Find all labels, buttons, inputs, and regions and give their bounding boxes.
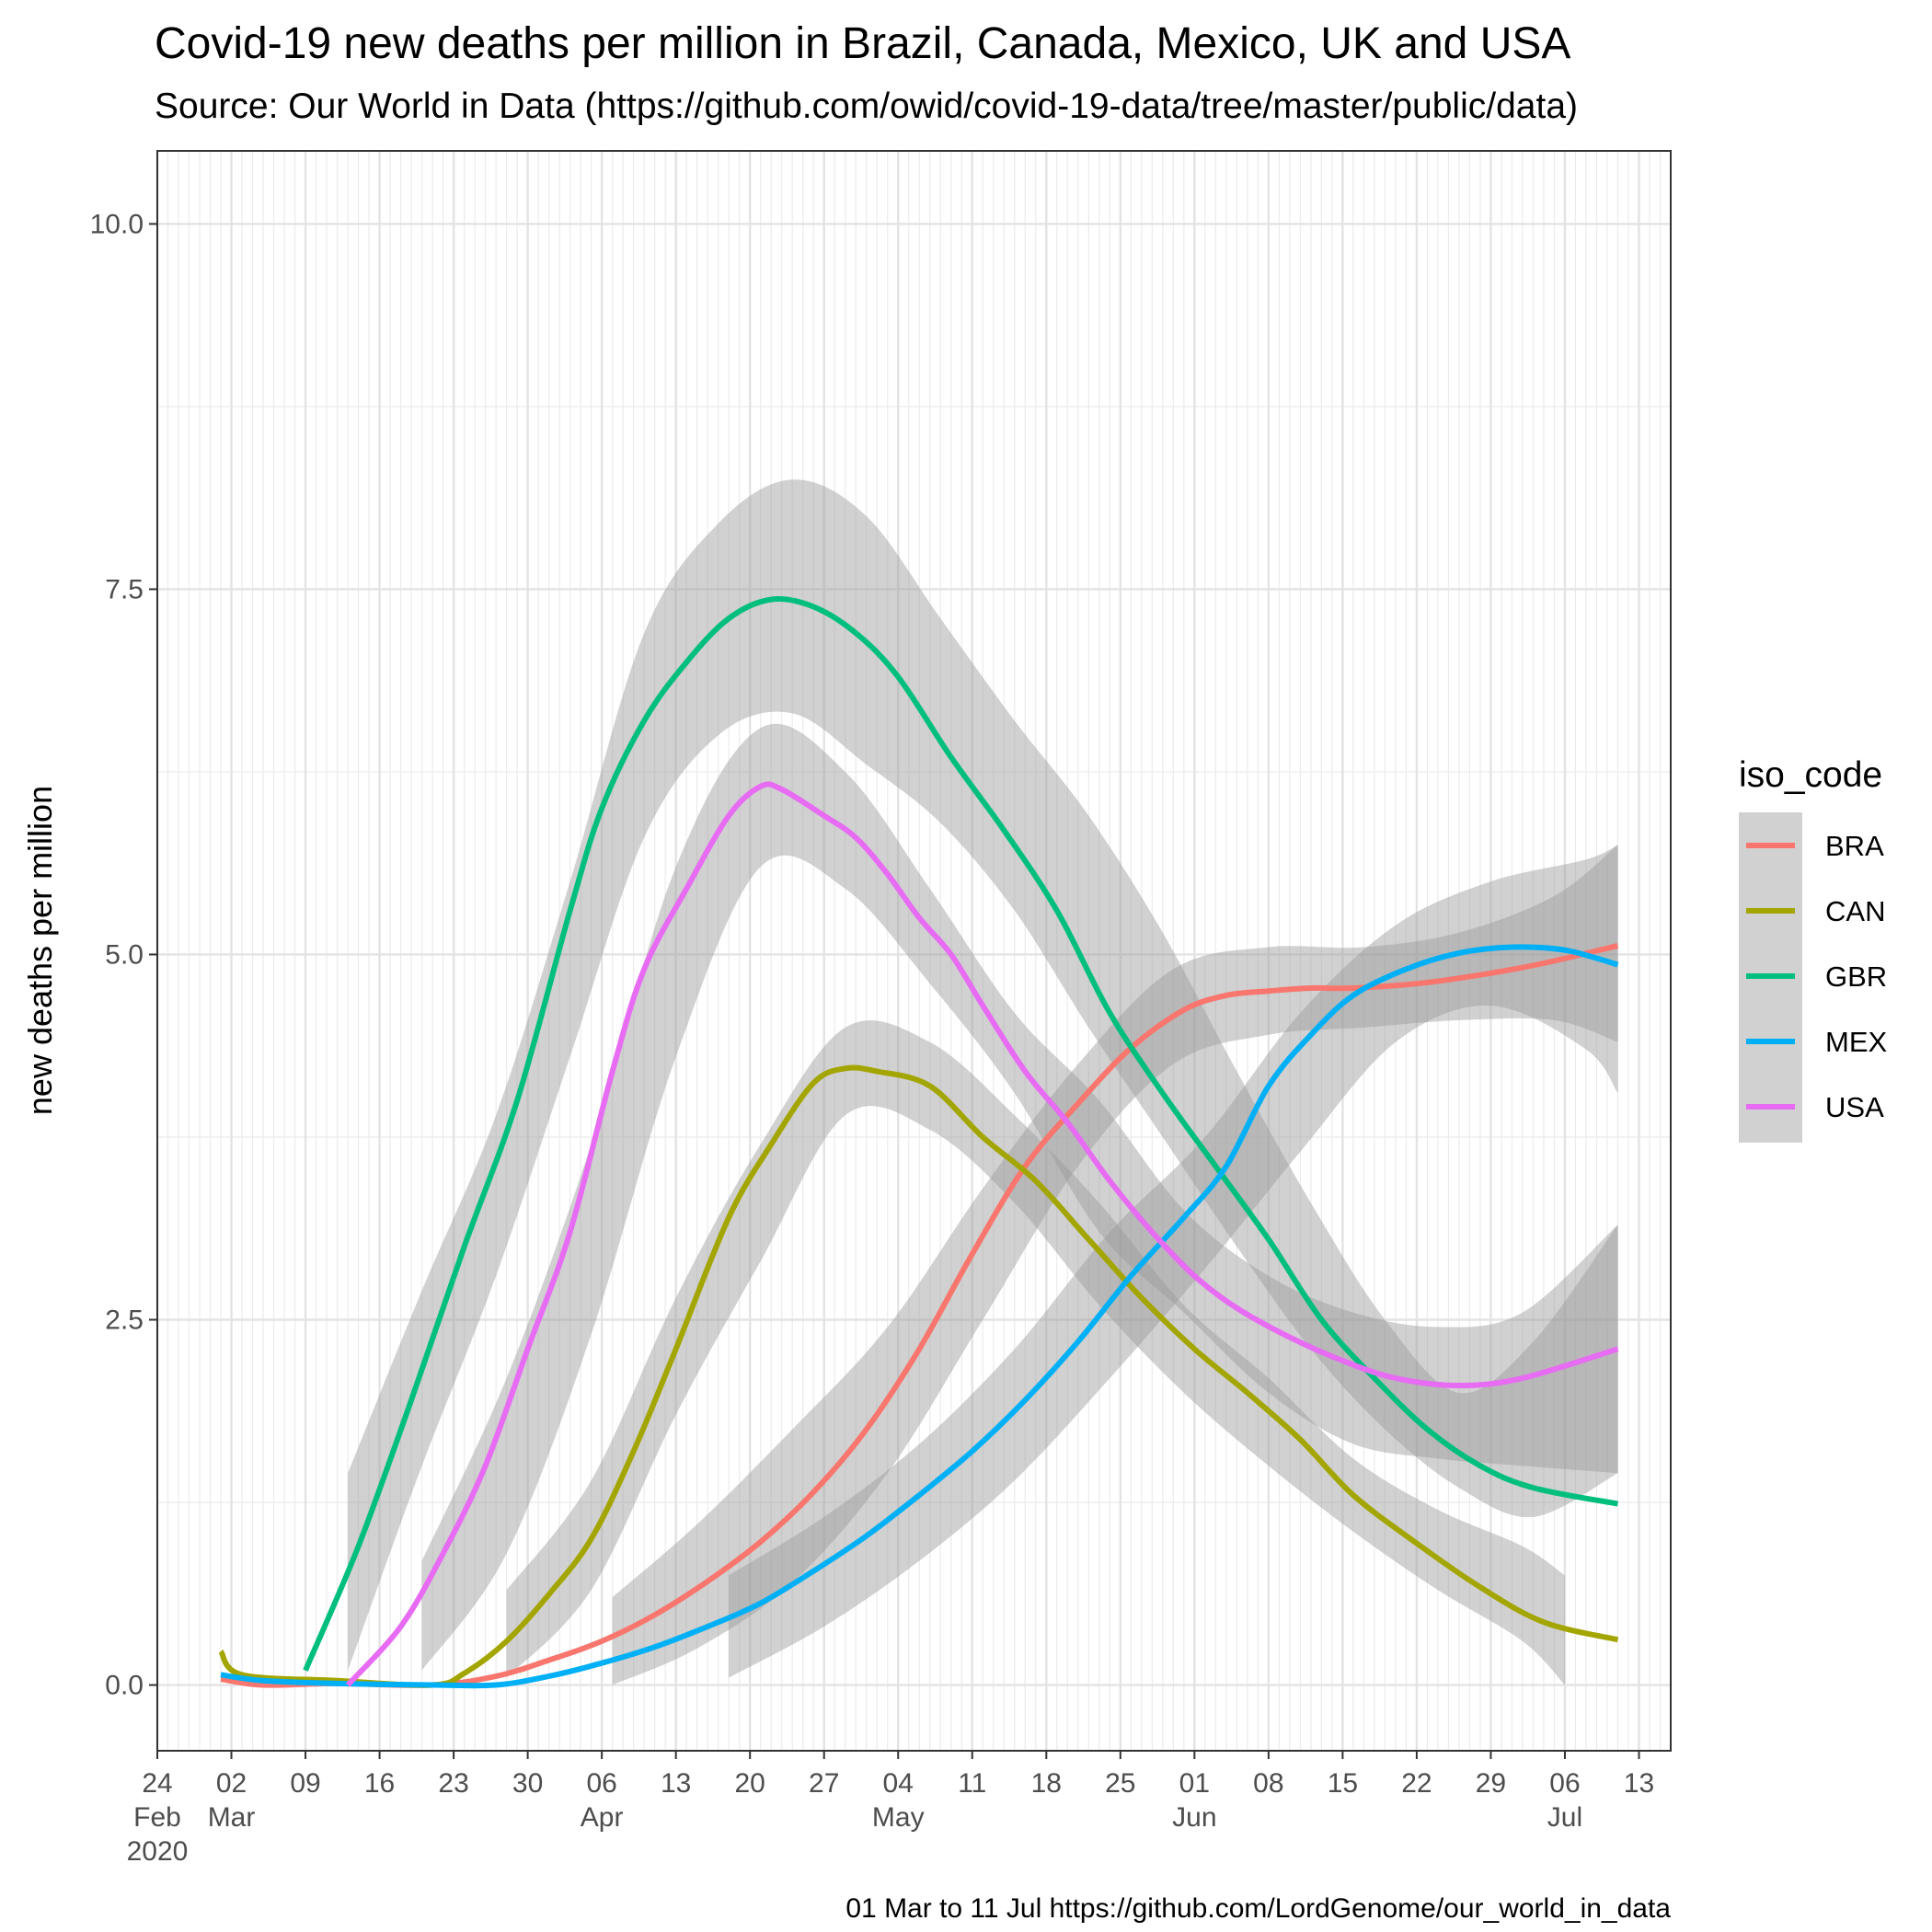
line-can [218,1064,1619,1688]
y-axis-title: new deaths per million [21,786,59,1115]
x-tick-label: 25 [1105,1768,1135,1799]
x-tick-label: 30 [512,1768,543,1799]
y-tick-label: 2.5 [105,1305,144,1336]
x-tick-label: 27 [809,1768,839,1799]
x-tick-label: Jun [1172,1802,1216,1833]
x-tick-label: Feb [133,1802,181,1833]
x-tick-label: 06 [586,1768,616,1799]
line-gbr [303,596,1619,1672]
x-tick-label: Apr [581,1802,624,1833]
chart-subtitle: Source: Our World in Data (https://githu… [155,86,1578,126]
chart-caption: 01 Mar to 11 Jul https://github.com/Lord… [845,1893,1671,1924]
x-tick-label: 23 [438,1768,468,1799]
line-bra [220,942,1619,1688]
legend-label-usa: USA [1825,1091,1884,1123]
x-tick-label: 13 [1624,1768,1654,1799]
x-tick-label: 22 [1401,1768,1432,1799]
chart-title: Covid-19 new deaths per million in Brazi… [155,19,1570,68]
y-tick-label: 5.0 [105,939,144,970]
y-axis: 0.0 2.5 5.0 7.5 10.0 [90,209,157,1701]
x-tick-label: 13 [661,1768,691,1799]
x-tick-label: 2020 [127,1836,189,1867]
band-bra [612,845,1618,1685]
series-lines [218,596,1619,1689]
line-mex [220,944,1619,1689]
band-can [506,1020,1565,1685]
x-tick-label: 09 [290,1768,320,1799]
plot-border [156,150,1672,1752]
y-tick-label: 0.0 [105,1671,144,1701]
x-tick-label: 01 [1179,1768,1210,1799]
legend-label-bra: BRA [1825,830,1884,862]
x-tick-label: 18 [1031,1768,1062,1799]
x-tick-label: May [872,1802,925,1833]
y-tick-label: 7.5 [105,574,144,604]
legend-label-mex: MEX [1825,1026,1888,1058]
legend-label-gbr: GBR [1825,960,1887,993]
x-tick-label: 29 [1476,1768,1506,1799]
x-tick-label: 24 [142,1768,172,1799]
band-gbr [348,479,1618,1671]
x-tick-label: Mar [208,1802,256,1833]
x-tick-label: 08 [1253,1768,1283,1799]
x-tick-label: Jul [1547,1802,1582,1833]
legend-label-can: CAN [1825,895,1885,927]
x-tick-label: 02 [216,1768,247,1799]
x-tick-label: 16 [364,1768,395,1799]
x-tick-label: 15 [1328,1768,1358,1799]
x-tick-label: 06 [1549,1768,1580,1799]
y-tick-label: 10.0 [90,209,144,239]
line-usa [345,781,1619,1687]
x-tick-label: 11 [958,1768,986,1799]
x-tick-label: 04 [883,1768,914,1799]
x-tick-label: 20 [735,1768,765,1799]
legend-title: iso_code [1739,755,1882,795]
legend: BRA CAN GBR MEX USA [1739,812,1888,1143]
plot-panel [157,151,1671,1751]
